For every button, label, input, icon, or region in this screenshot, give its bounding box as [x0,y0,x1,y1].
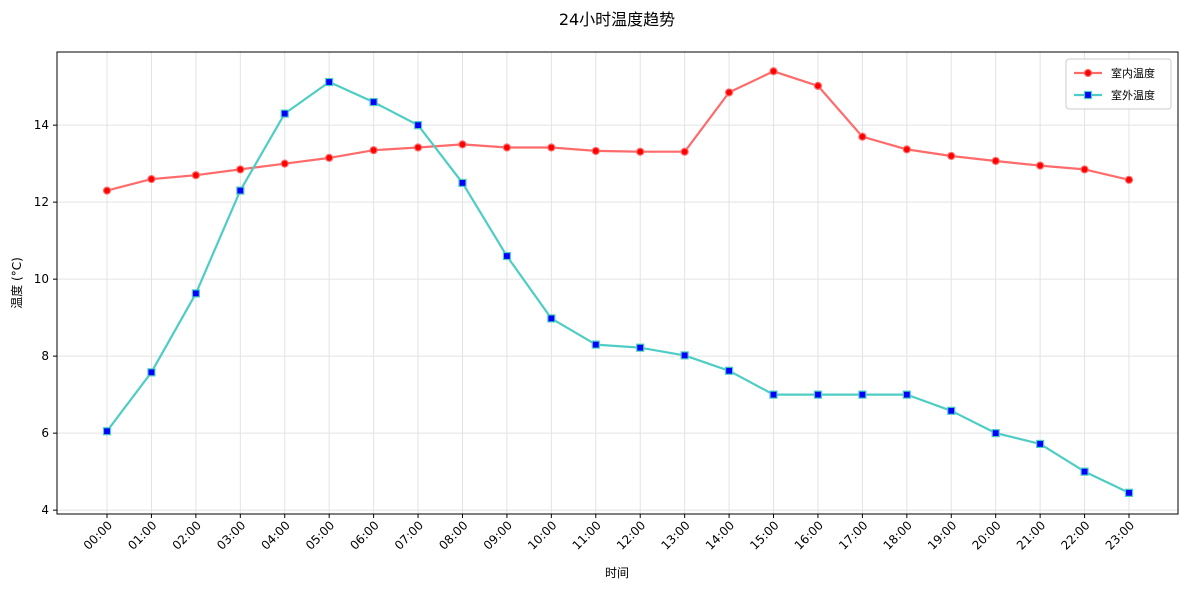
data-point [813,390,823,399]
x-tick-label: 18:00 [881,518,915,552]
x-tick-label: 23:00 [1103,518,1137,552]
data-point [236,165,245,174]
x-tick-label: 22:00 [1058,518,1092,552]
data-point [680,351,689,360]
legend-label: 室外温度 [1111,88,1155,102]
data-point [591,340,600,349]
data-point [991,156,1000,166]
x-tick-label: 14:00 [703,518,737,552]
x-tick-label: 09:00 [481,518,515,552]
y-tick-label: 12 [34,195,49,209]
data-point [369,146,378,155]
x-tick-label: 07:00 [392,518,426,552]
y-tick-label: 14 [34,118,49,132]
x-tick-label: 17:00 [836,518,870,552]
data-point [769,390,778,399]
x-tick-label: 03:00 [214,518,248,552]
x-tick-label: 16:00 [792,518,826,552]
data-point [413,143,423,152]
y-axis-ticks: 4 6 8 10 12 14 [34,118,57,517]
x-tick-label: 01:00 [125,518,159,552]
series-line-1 [106,80,1130,494]
data-point [902,390,911,399]
data-point [1036,161,1045,170]
x-tick-label: 05:00 [303,518,337,552]
x-tick-label: 08:00 [436,518,470,552]
data-point [502,251,512,261]
data-point [325,153,334,162]
y-tick-label: 8 [41,349,49,363]
x-tick-label: 10:00 [525,518,559,552]
x-tick-label: 20:00 [969,518,1003,552]
data-point [413,121,423,130]
data-point [502,143,512,152]
data-point [636,343,645,352]
x-tick-label: 12:00 [614,518,648,552]
x-tick-label: 04:00 [258,518,292,552]
data-point [369,97,378,107]
data-point [1036,439,1045,449]
x-axis-label: 时间 [605,566,629,580]
x-tick-label: 00:00 [81,518,115,552]
x-tick-label: 21:00 [1014,518,1048,552]
x-tick-label: 13:00 [658,518,692,552]
y-tick-label: 6 [41,426,49,440]
x-tick-label: 06:00 [347,518,381,552]
data-point [147,174,156,184]
x-axis-ticks: 00:00 01:00 02:00 03:00 04:00 05:00 06:00 07:00… [81,514,1137,553]
data-point [191,289,200,298]
series-layer [102,67,1134,497]
y-axis-label: 温度 (°C) [9,257,24,309]
x-tick-label: 11:00 [570,518,604,552]
data-point [858,132,867,141]
data-point [458,178,467,187]
series-line-0 [106,70,1130,192]
chart-title: 24小时温度趋势 [559,10,675,29]
data-point [102,427,112,436]
x-tick-label: 19:00 [925,518,959,552]
data-point [102,186,112,195]
data-point [680,147,689,156]
data-point [547,143,556,152]
legend-marker [1083,68,1093,78]
data-point [1080,467,1089,476]
data-point [1124,175,1134,184]
y-tick-label: 4 [41,503,49,517]
data-point [1124,488,1134,497]
plot-frame [56,51,1179,515]
data-point [325,77,334,87]
data-point [191,171,200,180]
data-point [280,109,289,118]
data-point [991,429,1000,438]
data-point [724,88,734,97]
x-tick-label: 02:00 [170,518,204,552]
data-point [547,314,556,323]
data-point [947,151,956,161]
data-point [236,186,245,195]
data-point [724,366,734,375]
data-point [947,406,956,415]
data-point [280,159,289,168]
data-point [769,67,778,76]
y-tick-label: 10 [34,272,49,286]
data-point [147,368,156,377]
legend-marker [1083,90,1093,100]
data-point [902,145,911,154]
data-point [458,140,467,149]
data-point [636,147,645,156]
grid-lines [57,52,1178,514]
data-point [591,146,600,156]
data-point [858,390,867,399]
data-point [1080,165,1089,174]
data-point [813,81,823,90]
legend-box [1065,58,1172,110]
x-tick-label: 15:00 [747,518,781,552]
legend-label: 室内温度 [1111,66,1155,80]
